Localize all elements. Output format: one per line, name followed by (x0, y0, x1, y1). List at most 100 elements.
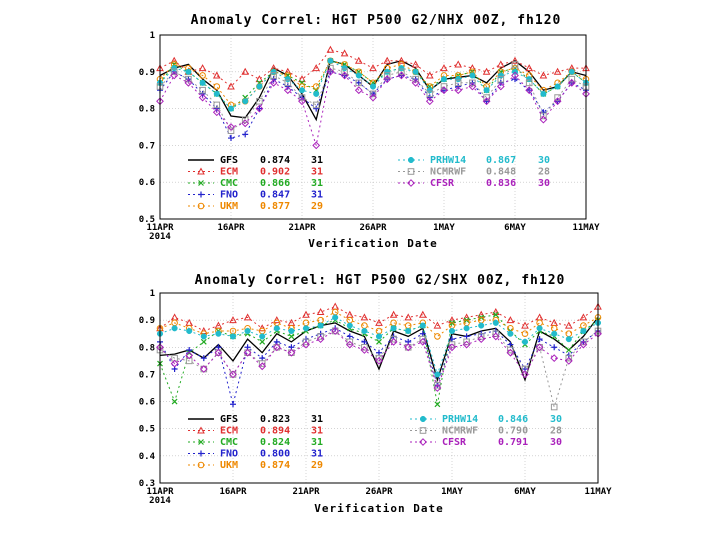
chart2-legend-mean: 0.823 (260, 414, 290, 425)
chart2-point-prhw14 (405, 327, 412, 335)
chart1-point-ncmrwf (412, 75, 419, 83)
chart1-point-cfsr (184, 78, 193, 87)
chart2-point-prhw14 (302, 325, 310, 332)
chart2-x-tick-label: 1MAY (441, 487, 463, 497)
chart2-point-prhw14 (463, 325, 470, 332)
chart2-legend-marker (198, 439, 204, 445)
chart1-y-tick-label: 0.9 (139, 68, 155, 78)
chart1-legend-entry-gfs: GFS 0.874 31 (188, 155, 323, 166)
chart1-legend-entry-fno: FNO 0.847 31 (188, 190, 323, 201)
chart2-legend-entry-gfs: GFS 0.823 31 (188, 414, 323, 425)
chart2-legend-marker (419, 427, 427, 434)
chart1-point-cfsr (369, 93, 377, 102)
chart1-point-cfsr (212, 108, 221, 117)
chart1-point-prhw14 (298, 87, 306, 94)
chart1-legend-mean: 0.836 (486, 178, 516, 189)
chart1-point-cfsr (539, 115, 548, 124)
chart1-legend-name: CMC (220, 178, 238, 189)
chart2-point-cfsr (404, 343, 413, 352)
chart2-point-fno (536, 336, 543, 343)
chart1-point-ncmrwf (483, 94, 490, 101)
chart2-point-cfsr (375, 356, 383, 365)
chart2-x-tick-label: 11APR (146, 487, 174, 497)
chart1-legend-name: GFS (220, 155, 238, 166)
chart1-legend-name: ECM (220, 167, 238, 178)
chart1-y-tick-label: 0.6 (139, 178, 155, 188)
chart1-legend-marker (197, 202, 205, 210)
chart2-point-cmc (565, 347, 572, 353)
chart1-point-ncmrwf (398, 68, 405, 76)
chart1-legend-count: 31 (311, 178, 323, 189)
chart2-legend-entry-ncmrwf: NCMRWF 0.790 28 (410, 426, 562, 437)
chart2-point-cmc (259, 338, 266, 345)
chart1-legend-marker (198, 180, 204, 186)
chart1-legend-name: NCMRWF (430, 167, 466, 178)
chart2-point-ncmrwf (550, 403, 558, 411)
chart2-point-ncmrwf (258, 360, 266, 367)
chart2-point-cfsr (287, 348, 296, 357)
chart2-point-cfsr (462, 340, 471, 349)
chart1-point-ncmrwf (369, 90, 377, 98)
chart1-point-ecm (397, 56, 406, 64)
chart2-point-cfsr (448, 343, 456, 352)
chart1-point-cfsr (340, 71, 349, 80)
chart1-point-cfsr (241, 119, 250, 128)
chart2-legend-count: 31 (311, 414, 323, 425)
chart1-point-prhw14 (213, 90, 220, 97)
chart1-point-ecm (298, 75, 306, 83)
chart2-point-prhw14 (492, 319, 499, 326)
chart2-point-ukm (521, 330, 529, 338)
chart1-line-ncmrwf (159, 63, 587, 132)
chart2-line-ukm (159, 311, 599, 338)
chart1-legend-entry-cfsr: CFSR 0.836 30 (398, 178, 550, 189)
chart1-point-cfsr (283, 86, 292, 95)
chart2-point-cfsr (550, 354, 559, 363)
chart2-legend-count: 30 (550, 414, 562, 425)
chart1-point-cfsr (326, 67, 335, 76)
chart2-point-ncmrwf (434, 381, 441, 389)
chart1-point-fno (355, 79, 362, 86)
chart1-point-prhw14 (526, 76, 533, 83)
chart2-point-ecm (302, 310, 310, 318)
chart1-point-ncmrwf (298, 94, 306, 101)
chart2-legend-entry-ukm: UKM 0.874 29 (188, 460, 323, 471)
chart1-point-cfsr (298, 97, 306, 106)
chart2-x-tick-label: 21APR (292, 487, 320, 497)
chart2-legend-entry-ecm: ECM 0.894 31 (188, 426, 323, 437)
chart2-point-ecm (579, 313, 588, 321)
chart1-legend-count: 31 (311, 155, 323, 166)
chart2-legend-mean: 0.894 (260, 426, 290, 437)
chart1-point-cfsr (383, 75, 392, 84)
chart1-point-prhw14 (227, 105, 235, 112)
chart2-point-prhw14 (273, 325, 280, 332)
chart1-point-ukm (199, 72, 206, 79)
chart1-point-ncmrwf (454, 79, 462, 87)
chart1-x-tick-label: 11MAY (572, 223, 600, 233)
chart1-point-prhw14 (540, 90, 547, 97)
chart2-point-cfsr (302, 340, 310, 349)
chart1-legend-count: 30 (538, 178, 550, 189)
chart2-point-ecm (418, 310, 427, 318)
chart1-point-ecm (241, 67, 250, 75)
chart2-point-prhw14 (317, 322, 324, 329)
chart1-point-prhw14 (384, 68, 391, 75)
chart2-legend-count: 30 (550, 437, 562, 448)
chart2-point-fno (551, 344, 558, 351)
chart2-x-axis-label: Verification Date (314, 502, 444, 515)
chart1-legend-mean: 0.847 (260, 190, 290, 201)
chart1-point-ecm (326, 45, 335, 53)
chart2-point-cmc (492, 311, 499, 318)
chart1-legend-mean: 0.902 (260, 167, 290, 178)
chart2-point-fno (463, 333, 470, 340)
chart1-point-ecm (383, 56, 392, 64)
chart1-point-prhw14 (469, 72, 476, 79)
chart2-point-prhw14 (551, 330, 558, 337)
chart1-point-prhw14 (355, 72, 362, 79)
chart2-point-prhw14 (288, 327, 295, 335)
chart1-legend-marker (407, 179, 415, 187)
chart2-point-cfsr (185, 351, 194, 360)
chart1-point-ecm (312, 64, 321, 72)
chart1-plot-frame (159, 34, 587, 220)
chart2-point-fno (449, 336, 455, 343)
chart2-point-cfsr (199, 365, 208, 373)
